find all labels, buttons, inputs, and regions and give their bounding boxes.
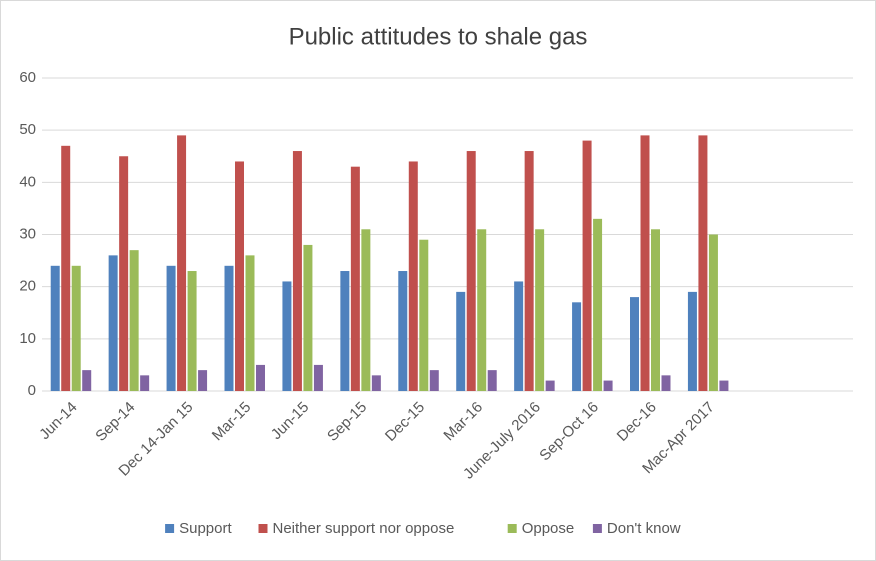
bar	[640, 135, 650, 391]
bar	[235, 161, 244, 391]
bar	[398, 271, 408, 391]
bar	[456, 291, 466, 391]
legend-swatch	[592, 524, 602, 533]
bar	[408, 161, 418, 391]
y-tick-label: 40	[19, 173, 36, 190]
bar	[303, 244, 313, 391]
chart-title: Public attitudes to shale gas	[289, 23, 588, 50]
legend-swatch	[165, 524, 175, 533]
bar	[687, 291, 697, 391]
bar	[166, 265, 176, 391]
bar	[140, 375, 150, 391]
legend-label: Don't know	[607, 520, 681, 537]
bar	[651, 229, 660, 391]
bar	[177, 135, 187, 391]
bar	[514, 281, 524, 391]
bar	[361, 229, 371, 391]
bar	[198, 370, 208, 391]
bar	[698, 135, 708, 391]
legend-label: Neither support nor oppose	[273, 520, 455, 537]
bar	[313, 364, 323, 391]
bar	[630, 297, 639, 391]
bar	[603, 380, 613, 391]
bar	[419, 239, 429, 391]
bar	[71, 265, 81, 391]
bar	[487, 370, 497, 391]
bar	[50, 265, 60, 391]
bar	[256, 364, 265, 391]
y-tick-label: 50	[19, 121, 36, 138]
y-tick-label: 10	[19, 330, 36, 347]
y-tick-label: 30	[19, 225, 36, 242]
bar	[245, 255, 255, 391]
bar	[108, 255, 118, 391]
bar	[582, 140, 592, 391]
legend-swatch	[507, 524, 517, 533]
legend-label: Oppose	[522, 520, 575, 537]
y-tick-label: 60	[19, 69, 36, 86]
bar	[292, 151, 302, 391]
legend-label: Support	[179, 520, 232, 537]
bar	[708, 234, 718, 391]
bar	[466, 151, 476, 391]
bar	[572, 302, 582, 391]
bar	[282, 281, 292, 391]
y-tick-label: 0	[28, 382, 36, 399]
bar	[82, 370, 92, 391]
bar	[129, 250, 139, 391]
bar	[593, 218, 603, 391]
bar	[429, 370, 439, 391]
bar	[524, 151, 534, 391]
y-tick-label: 20	[19, 278, 36, 295]
bar	[545, 380, 555, 391]
bar	[661, 375, 671, 391]
bar	[535, 229, 545, 391]
bar	[350, 166, 360, 391]
bar	[187, 271, 197, 391]
bar	[477, 229, 487, 391]
bar	[340, 271, 350, 391]
bar	[224, 265, 234, 391]
legend-swatch	[258, 524, 268, 533]
bar	[371, 375, 381, 391]
bar	[61, 145, 71, 391]
bar	[719, 380, 729, 391]
bar	[119, 156, 129, 391]
